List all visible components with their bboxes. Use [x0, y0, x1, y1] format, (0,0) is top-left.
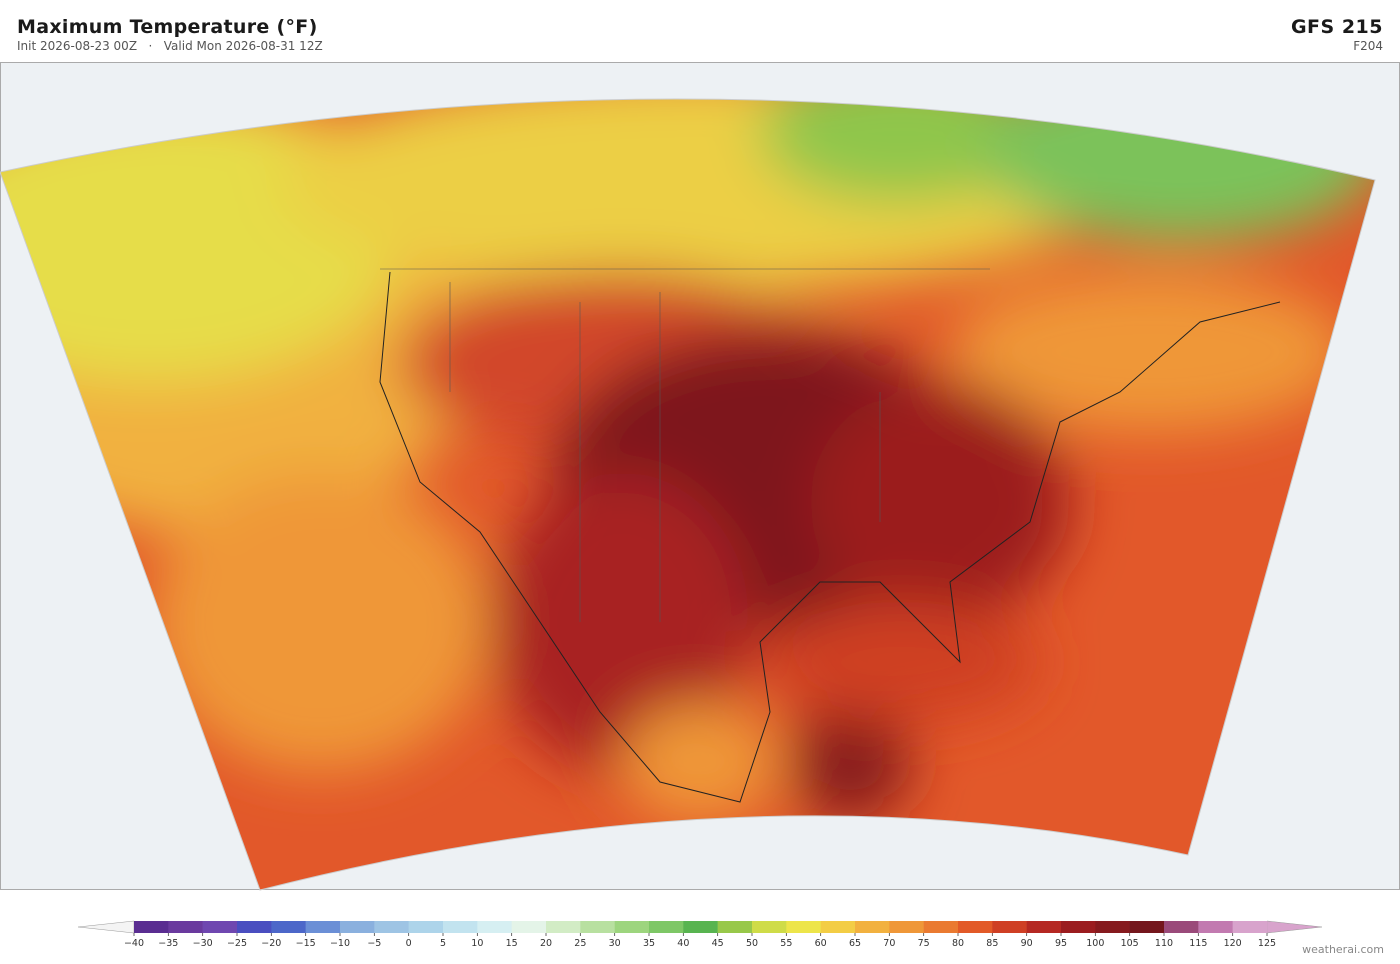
colorbar-segment	[649, 921, 684, 933]
colorbar-segment	[683, 921, 718, 933]
colorbar-segment	[717, 921, 753, 933]
tick-label: 125	[1258, 938, 1276, 949]
colorbar-segment	[855, 921, 890, 933]
tick-label: −15	[296, 938, 316, 949]
tick-label: 5	[440, 938, 446, 949]
colorbar-segment	[237, 921, 272, 933]
colorbar-segment	[580, 921, 615, 933]
tick-label: 90	[1021, 938, 1033, 949]
boundaries	[380, 268, 990, 622]
colorbar-segment	[408, 921, 444, 933]
map-title: Maximum Temperature (°F)	[17, 16, 318, 38]
tick-label: 15	[506, 938, 518, 949]
map	[0, 62, 1400, 891]
colorbar-segment	[477, 921, 512, 933]
tick-label: 55	[780, 938, 792, 949]
tick-label: −40	[124, 938, 144, 949]
tick-label: 0	[406, 938, 412, 949]
colorbar-segment	[374, 921, 409, 933]
colorbar-segment	[1129, 921, 1165, 933]
colorbar-segment	[614, 921, 650, 933]
valid-time: Valid Mon 2026-08-31 12Z	[163, 39, 323, 53]
coastline	[379, 271, 1281, 803]
run-info: Init 2026-08-23 00Z · Valid Mon 2026-08-…	[17, 39, 323, 53]
colorbar-segment	[1232, 921, 1268, 933]
tick-label: −5	[367, 938, 381, 949]
colorbar-segment	[1198, 921, 1233, 933]
tick-label: −20	[261, 938, 281, 949]
colorbar-segment	[546, 921, 581, 933]
tick-label: 35	[643, 938, 655, 949]
colorbar-segment	[1026, 921, 1062, 933]
colorbar-segment	[511, 921, 547, 933]
tick-label: 70	[883, 938, 895, 949]
tick-label: 95	[1055, 938, 1067, 949]
colorbar-segment	[820, 921, 856, 933]
colorbar-segment	[271, 921, 306, 933]
tick-label: 75	[918, 938, 930, 949]
tick-label: 110	[1155, 938, 1173, 949]
tick-label: 80	[952, 938, 964, 949]
colorbar-segment	[889, 921, 924, 933]
tick-label: 10	[471, 938, 483, 949]
colorbar-segment	[305, 921, 341, 933]
credit: weatherai.com	[1302, 943, 1384, 956]
tick-label: 65	[849, 938, 861, 949]
colorbar: −40 −35 −30 −25 −20 −15 −10 −5 0 5 10 15 20 25 30 35 40 4…	[77, 920, 1323, 949]
tick-label: 100	[1086, 938, 1104, 949]
colorbar-segment	[1061, 921, 1096, 933]
tick-label: 105	[1121, 938, 1139, 949]
colorbar-segment	[958, 921, 993, 933]
colorbar-under	[77, 920, 135, 934]
colorbar-segment	[340, 921, 375, 933]
domain-outline	[0, 98, 1376, 891]
tick-label: −10	[330, 938, 350, 949]
colorbar-over	[1266, 920, 1323, 934]
forecast-frame: F204	[1353, 39, 1383, 53]
colorbar-segment	[443, 921, 478, 933]
separator: ·	[148, 39, 153, 53]
tick-label: 45	[712, 938, 724, 949]
tick-label: 25	[574, 938, 586, 949]
tick-label: −25	[227, 938, 247, 949]
colorbar-segment	[752, 921, 787, 933]
colorbar-segment	[786, 921, 821, 933]
tick-label: 115	[1189, 938, 1207, 949]
colorbar-segment	[1164, 921, 1199, 933]
colorbar-segment	[168, 921, 203, 933]
tick-label: 60	[815, 938, 827, 949]
tick-label: 50	[746, 938, 758, 949]
colorbar-segment	[134, 921, 169, 933]
tick-label: −30	[193, 938, 213, 949]
colorbar-segment	[992, 921, 1027, 933]
tick-label: −35	[158, 938, 178, 949]
init-time: Init 2026-08-23 00Z	[17, 39, 138, 53]
colorbar-segment	[202, 921, 238, 933]
tick-label: 40	[677, 938, 689, 949]
tick-label: 120	[1224, 938, 1242, 949]
tick-label: 30	[609, 938, 621, 949]
model-name: GFS 215	[1290, 16, 1383, 38]
colorbar-segment	[1095, 921, 1130, 933]
tick-label: 20	[540, 938, 552, 949]
colorbar-segment	[923, 921, 959, 933]
tick-label: 85	[986, 938, 998, 949]
